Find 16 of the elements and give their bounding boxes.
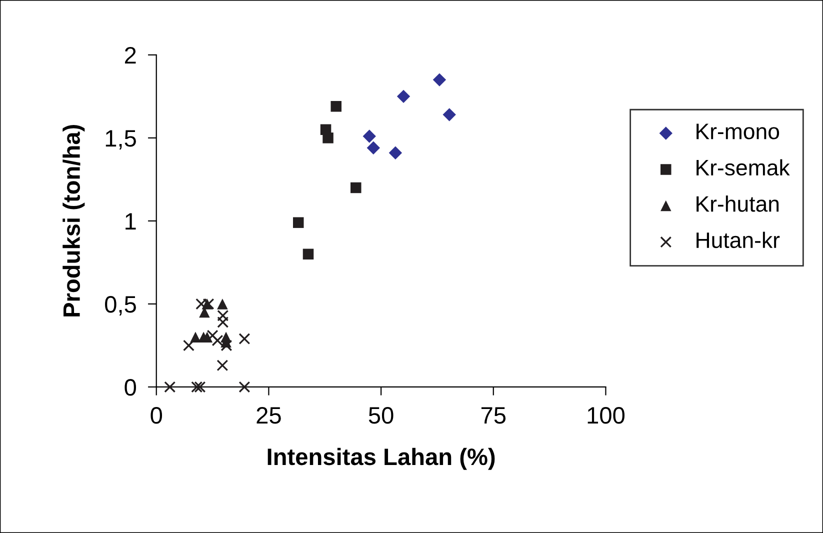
x-tick-label: 100 — [588, 407, 625, 424]
y-tick-label: 2 — [124, 46, 136, 64]
x-tick-label: 75 — [481, 407, 506, 424]
y-axis-title: Produksi (ton/ha) — [62, 125, 85, 316]
legend-label: Kr-mono — [696, 124, 780, 140]
y-tick-label: 1 — [126, 213, 136, 230]
x-axis-title: Intensitas Lahan (%) — [268, 448, 495, 470]
x-tick-label: 50 — [368, 407, 394, 424]
x-tick-label: 0 — [150, 407, 162, 424]
y-tick-label: 0 — [124, 379, 136, 396]
x-tick-label: 25 — [256, 407, 281, 424]
legend-label: Hutan-kr — [696, 232, 780, 248]
legend-label: Kr-semak — [696, 159, 790, 176]
y-tick-label: 0,5 — [105, 296, 136, 316]
legend-label: Kr-hutan — [696, 196, 779, 212]
y-tick-label: 1,5 — [106, 130, 136, 150]
